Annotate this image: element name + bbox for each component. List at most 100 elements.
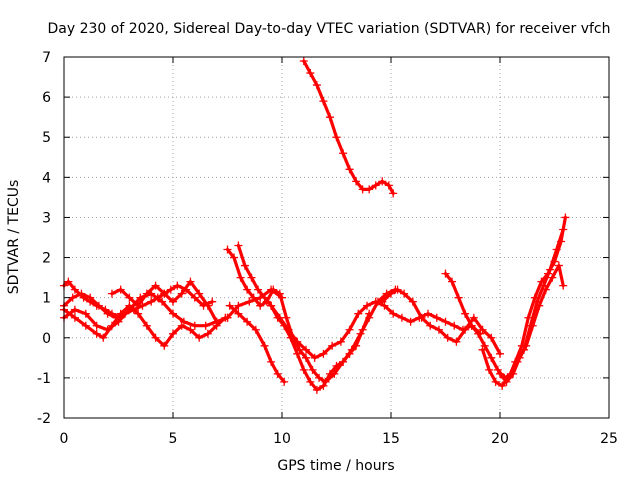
series-arc-6 <box>223 245 400 386</box>
data-point <box>301 345 310 354</box>
data-point <box>116 285 125 294</box>
x-tick-label: 25 <box>600 431 618 447</box>
x-tick-label: 0 <box>60 431 69 447</box>
data-point <box>169 297 177 306</box>
data-point <box>254 285 263 294</box>
y-tick-label: 5 <box>42 130 51 146</box>
data-point <box>116 309 125 318</box>
chart-title: Day 230 of 2020, Sidereal Day-to-day VTE… <box>47 21 610 37</box>
data-point <box>269 285 278 294</box>
data-point <box>452 337 461 346</box>
data-point <box>203 329 212 338</box>
data-point <box>201 321 210 330</box>
data-point <box>267 357 276 366</box>
data-point <box>432 313 441 322</box>
data-point <box>225 301 234 310</box>
data-point <box>99 333 108 342</box>
data-point <box>160 289 169 298</box>
y-tick-label: 1 <box>42 291 51 307</box>
data-point <box>306 377 315 386</box>
data-point <box>142 321 151 330</box>
data-point <box>441 317 450 326</box>
series-arc-8 <box>225 301 289 386</box>
data-point <box>467 321 476 330</box>
data-point <box>450 321 459 330</box>
data-point <box>387 289 395 298</box>
data-point <box>64 277 73 286</box>
data-point <box>400 289 409 298</box>
data-point <box>345 165 354 174</box>
data-point <box>179 317 188 326</box>
y-tick-label: 6 <box>42 90 51 106</box>
data-point <box>306 69 315 78</box>
data-point <box>247 273 256 282</box>
data-point <box>158 297 167 306</box>
data-point <box>441 269 450 278</box>
data-point <box>186 277 195 286</box>
data-point <box>151 333 160 342</box>
data-point <box>365 185 374 194</box>
x-tick-label: 15 <box>382 431 400 447</box>
data-point <box>496 369 504 378</box>
data-point <box>524 313 533 322</box>
data-point <box>203 301 212 310</box>
y-tick-label: 4 <box>42 170 51 186</box>
data-point <box>299 365 308 374</box>
y-tick-label: 3 <box>42 210 51 226</box>
data-point <box>498 381 507 390</box>
series-line <box>228 304 286 384</box>
data-point <box>319 381 328 390</box>
data-point <box>280 377 289 386</box>
data-point <box>195 289 204 298</box>
data-point <box>487 353 496 362</box>
data-point <box>371 181 380 190</box>
series-arc-7 <box>234 241 374 394</box>
data-point <box>223 313 232 322</box>
data-point <box>169 309 177 318</box>
data-point <box>273 369 282 378</box>
x-tick-label: 20 <box>491 431 509 447</box>
data-point <box>543 269 552 278</box>
data-point <box>70 285 79 294</box>
data-point <box>92 329 101 338</box>
data-point <box>509 369 518 378</box>
data-point <box>186 325 195 334</box>
data-point <box>491 377 500 386</box>
data-point <box>354 309 363 318</box>
data-point <box>256 301 265 310</box>
data-point <box>107 289 116 298</box>
data-point <box>522 341 531 350</box>
y-tick-label: -2 <box>37 411 51 427</box>
data-point <box>365 309 374 318</box>
y-tick-label: -1 <box>37 371 51 387</box>
data-point <box>236 273 245 282</box>
data-point <box>160 341 169 350</box>
y-axis-label: SDTVAR / TECUs <box>6 180 22 295</box>
data-point <box>125 301 134 310</box>
data-point <box>267 301 276 310</box>
data-point <box>319 97 328 106</box>
data-point <box>94 301 103 310</box>
data-point <box>310 353 319 362</box>
data-point <box>352 341 361 350</box>
data-point <box>293 337 302 346</box>
data-point <box>234 309 243 318</box>
data-point <box>502 377 511 386</box>
series-arc-13 <box>478 213 570 390</box>
data-point <box>190 293 199 302</box>
data-point <box>92 321 101 330</box>
data-point <box>434 325 443 334</box>
x-axis-tick-labels: 0 5 10 15 20 25 <box>60 431 618 447</box>
series-line <box>302 59 395 195</box>
data-point <box>496 349 504 358</box>
y-tick-label: 7 <box>42 50 51 66</box>
series-arc-5 <box>107 277 286 326</box>
data-point <box>284 325 293 334</box>
data-point <box>406 317 415 326</box>
y-tick-label: 0 <box>42 331 51 347</box>
data-point <box>424 309 433 318</box>
data-point <box>177 289 186 298</box>
data-point <box>325 113 334 122</box>
data-point <box>103 309 112 318</box>
